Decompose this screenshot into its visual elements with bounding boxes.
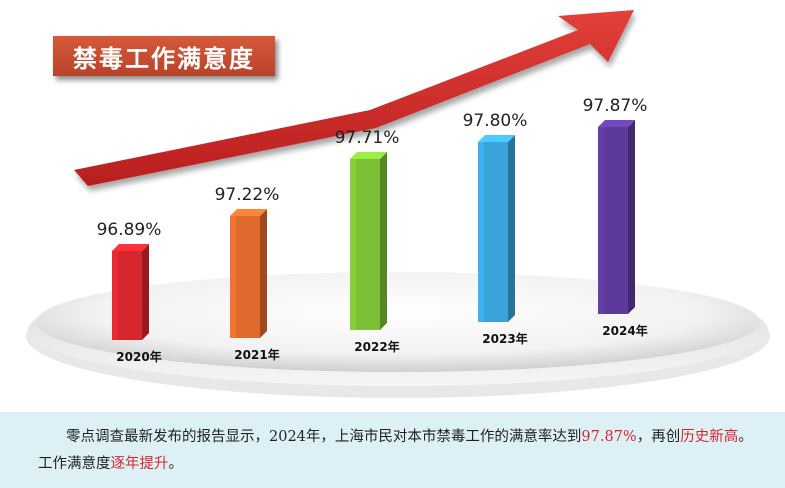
bar-highlight-3 — [478, 142, 484, 322]
value-labels-group: 96.89% 97.22% 97.71% 97.80% 97.87% — [97, 96, 648, 240]
bar-0 — [112, 244, 149, 340]
caption-highlight-record: 历史新高 — [680, 429, 739, 445]
category-labels-group: 2020年 2021年 2022年 2023年 2024年 — [116, 323, 647, 364]
category-label-3: 2023年 — [482, 331, 527, 346]
bar-highlight-2 — [350, 159, 356, 330]
chart-title: 禁毒工作满意度 — [53, 36, 275, 76]
bar-top-3 — [478, 135, 515, 142]
bar-top-4 — [598, 120, 635, 127]
bar-side-0 — [142, 244, 149, 340]
caption-text-2: ，再创 — [636, 429, 681, 445]
caption-text-4: 。 — [168, 456, 184, 472]
bar-3 — [478, 135, 515, 322]
value-label-4: 97.87% — [583, 96, 648, 116]
bar-side-4 — [628, 120, 635, 314]
bar-top-2 — [350, 152, 387, 159]
value-label-1: 97.22% — [215, 185, 280, 205]
category-label-2: 2022年 — [354, 339, 399, 354]
bar-4 — [598, 120, 635, 314]
bar-top-0 — [112, 244, 149, 251]
growth-arrow — [74, 10, 634, 186]
bar-1 — [230, 209, 267, 338]
bar-side-3 — [508, 135, 515, 322]
caption-text-1: 零点调查最新发布的报告显示，2024年，上海市民对本市禁毒工作的满意率达到 — [66, 429, 582, 445]
bar-side-2 — [380, 152, 387, 330]
caption-highlight-value: 97.87% — [581, 429, 637, 445]
bar-highlight-0 — [112, 251, 118, 340]
chart-area: 96.89% 97.22% 97.71% 97.80% 97.87% 2020年 2021… — [0, 0, 785, 412]
category-label-4: 2024年 — [602, 323, 647, 338]
bar-highlight-4 — [598, 127, 604, 314]
bar-2 — [350, 152, 387, 330]
bars-group — [112, 120, 635, 340]
caption: 零点调查最新发布的报告显示，2024年，上海市民对本市禁毒工作的满意率达到97.… — [38, 424, 758, 478]
platform-top — [36, 272, 760, 372]
bar-highlight-1 — [230, 216, 236, 338]
caption-text-3: 。工作满意度 — [38, 429, 753, 472]
bar-side-1 — [260, 209, 267, 338]
value-label-3: 97.80% — [463, 111, 528, 131]
caption-highlight-trend: 逐年提升 — [110, 456, 169, 472]
bar-chart: 96.89% 97.22% 97.71% 97.80% 97.87% 2020年 2021… — [26, 10, 770, 398]
value-label-2: 97.71% — [335, 128, 400, 148]
value-label-0: 96.89% — [97, 220, 162, 240]
bar-top-1 — [230, 209, 267, 216]
category-label-1: 2021年 — [234, 347, 279, 362]
category-label-0: 2020年 — [116, 349, 161, 364]
